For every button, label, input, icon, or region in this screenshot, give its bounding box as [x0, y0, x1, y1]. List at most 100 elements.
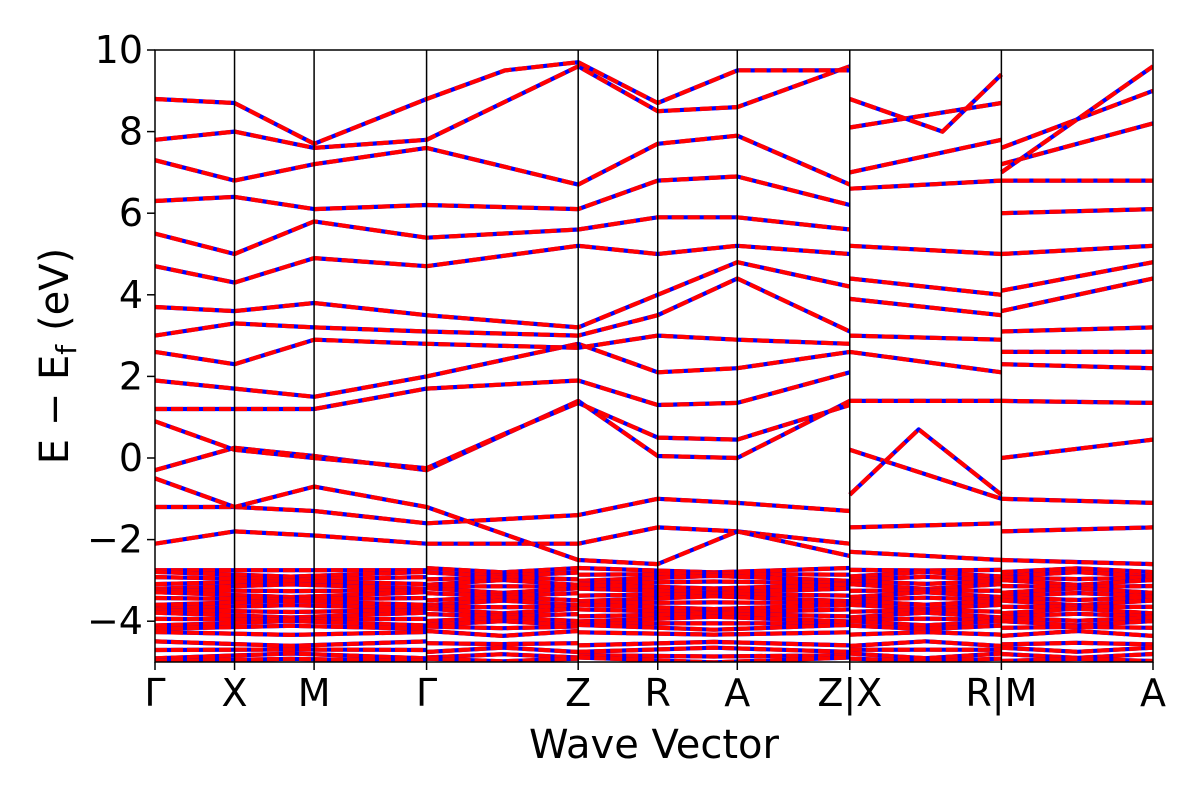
band-line-dashed [1001, 570, 1153, 579]
x-tick-label: R|M [965, 671, 1037, 716]
band-line-dashed [155, 607, 427, 615]
y-tick-label: 8 [119, 110, 143, 154]
band-line-dashed [1000, 121, 1153, 167]
band-line-dashed [155, 656, 427, 662]
band-line-dashed [1000, 276, 1153, 314]
band-line-solid [848, 427, 1003, 497]
band-line-dashed [1001, 606, 1153, 616]
band-line-dashed [155, 578, 427, 587]
band-line-dashed [155, 603, 427, 611]
band-line-dashed [1001, 575, 1153, 582]
band-line-dashed [849, 608, 1002, 614]
y-axis-title-sub: f [50, 344, 83, 355]
band-line-dashed [426, 656, 579, 662]
band-line-dashed [426, 598, 579, 608]
band-line-dashed [578, 611, 850, 619]
band-line-dashed [1001, 624, 1153, 630]
band-line-dashed [155, 629, 427, 637]
band-line-solid [155, 174, 851, 212]
y-axis-title: E − Ef (eV) [32, 248, 83, 465]
band-line-dashed [155, 243, 850, 285]
band-line-dashed [848, 427, 1003, 497]
y-tick-label: 4 [119, 273, 143, 317]
band-line-dashed [155, 618, 427, 628]
band-line-solid [155, 525, 851, 546]
band-line-dashed [155, 174, 851, 212]
band-line-dashed [1001, 595, 1153, 603]
band-line-dashed [1000, 64, 1153, 175]
band-line-dashed [1001, 577, 1153, 587]
y-tick-label: 6 [119, 191, 143, 235]
band-line-dashed [155, 215, 851, 257]
band-line-dashed [1001, 557, 1153, 567]
band-line-dashed [1001, 398, 1153, 405]
plot-frame [154, 49, 1154, 663]
band-line-dashed [849, 333, 1002, 342]
band-line-dashed [155, 496, 850, 526]
band-line-dashed [155, 588, 427, 594]
x-tick-label: R [645, 671, 671, 715]
band-line-dashed [578, 622, 850, 632]
band-line-dashed [1001, 243, 1153, 257]
band-line-dashed [1001, 437, 1153, 461]
band-line-dashed [578, 582, 850, 591]
band-line-dashed [1001, 611, 1153, 619]
x-tick-label: Z [565, 671, 591, 715]
band-line-dashed [155, 64, 851, 150]
band-line-dashed [426, 575, 579, 582]
band-line-dashed [1001, 645, 1153, 654]
band-line-dashed [1001, 260, 1153, 293]
x-axis: Γ X M Γ Z R A Z|X R|M A [144, 662, 1166, 716]
band-line-dashed [849, 243, 1002, 257]
band-line-dashed [849, 349, 1002, 375]
band-line-dashed [578, 639, 850, 648]
band-line-dashed [155, 276, 851, 338]
x-tick-label: A [1140, 671, 1166, 715]
band-line-dashed [1001, 207, 1153, 216]
band-line-dashed [155, 647, 427, 653]
y-tick-label: 2 [119, 354, 143, 398]
band-line-dashed [849, 651, 1002, 661]
band-line-dashed [849, 574, 1002, 582]
band-line-dashed [849, 610, 1002, 620]
band-line-dashed [578, 602, 850, 612]
y-tick-label: 0 [119, 436, 143, 480]
y-axis-title-unit: (eV) [32, 248, 78, 331]
band-line-dashed [578, 653, 850, 659]
band-line-dashed [578, 630, 850, 637]
band-line-dashed [578, 579, 850, 586]
band-line-dashed [578, 600, 850, 606]
band-line-dashed [426, 604, 579, 610]
band-line-dashed [426, 586, 579, 595]
y-tick-label: 10 [95, 28, 143, 72]
band-line-dashed [155, 133, 851, 187]
band-line-dashed [1001, 362, 1153, 371]
band-line-dashed [1001, 640, 1153, 647]
band-line-dashed [849, 630, 1002, 637]
band-line-dashed [155, 598, 427, 607]
band-line-dashed [155, 651, 427, 661]
band-line-dashed [849, 137, 1002, 175]
band-line-dashed [849, 296, 1002, 318]
x-tick-label: M [298, 671, 331, 715]
kpoint-lines [233, 50, 1003, 662]
band-line-dashed [155, 639, 427, 648]
band-line-dashed [1001, 325, 1153, 334]
band-line-dashed [155, 60, 850, 146]
band-line-dashed [849, 595, 1002, 602]
band-line-dashed [155, 400, 851, 471]
band-line-dashed [849, 623, 1002, 632]
y-tick-label: −2 [87, 518, 143, 562]
band-line-dashed [578, 614, 850, 624]
x-tick-label: Γ [144, 671, 165, 715]
band-line-dashed [155, 582, 427, 591]
band-line-dashed [1001, 496, 1153, 505]
band-line-dashed [155, 569, 427, 579]
band-line-dashed [578, 594, 850, 604]
band-line-dashed [849, 598, 1002, 607]
band-line-dashed [849, 72, 1003, 134]
x-axis-title: Wave Vector [529, 722, 780, 768]
band-line-dashed [849, 616, 1002, 622]
band-line-dashed [426, 624, 579, 631]
